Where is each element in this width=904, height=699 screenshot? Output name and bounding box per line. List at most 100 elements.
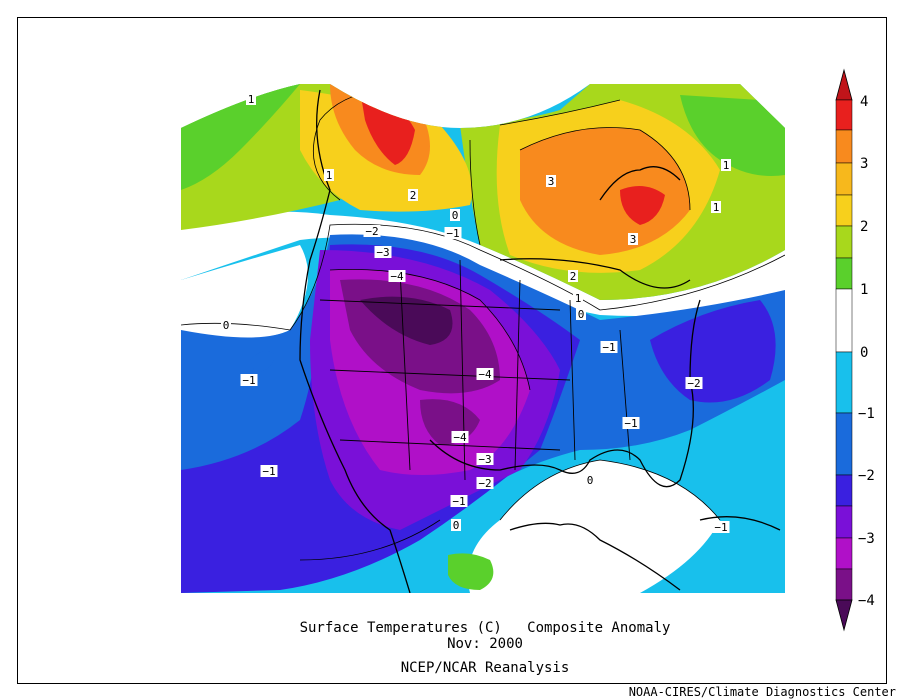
colorbar-band — [835, 351, 853, 414]
contour-label: 0 — [450, 209, 460, 222]
colorbar-label: 4 — [860, 94, 868, 110]
contour-label: 1 — [711, 201, 721, 214]
contour-label-text: 0 — [223, 319, 230, 332]
contour-label-text: 3 — [630, 233, 637, 246]
title-line-2: Nov: 2000 — [447, 636, 523, 652]
contour-label: −2 — [476, 477, 494, 490]
contour-label-text: 1 — [248, 93, 255, 106]
colorbar-label: −4 — [858, 593, 875, 609]
colorbar-band — [835, 257, 853, 290]
contour-label: 0 — [585, 474, 595, 487]
contour-label-text: −2 — [478, 477, 491, 490]
contour-label-text: −1 — [714, 521, 727, 534]
field-indigo-east — [650, 300, 776, 403]
contour-label-text: 1 — [723, 159, 730, 172]
contour-label: −1 — [260, 465, 278, 478]
contour-label: −4 — [476, 368, 494, 381]
colorbar-arrow-bottom — [835, 599, 853, 632]
contour-label-text: 1 — [713, 201, 720, 214]
contour-label-text: 0 — [453, 519, 460, 532]
contour-label-text: 1 — [575, 292, 582, 305]
contour-labels: 1 1 2 0 −2 −1 −3 −4 3 3 1 1 2 1 0 0 −1 −1 −4 −2 −1 −4 −3 −2 −1 −1… — [221, 93, 731, 534]
contour-label-text: 3 — [548, 175, 555, 188]
contour-label-text: 0 — [587, 474, 594, 487]
colorbar-arrow-top — [835, 68, 853, 101]
field-blue-pacific — [250, 351, 275, 372]
colorbar-band — [835, 412, 853, 476]
colorbar-band — [835, 537, 853, 570]
contour-label: −1 — [450, 495, 468, 508]
contour-label: 0 — [221, 319, 231, 332]
state-boundaries — [319, 259, 631, 481]
field-white-pacific — [181, 245, 308, 339]
colorbar-band — [835, 288, 853, 353]
plot-frame — [17, 17, 887, 684]
field-white-gulf — [468, 460, 720, 593]
contour-label: 1 — [246, 93, 256, 106]
colorbar: 4 3 2 1 0 −1 −2 −3 −4 — [835, 68, 875, 632]
contour-label-text: −4 — [478, 368, 492, 381]
contour-label: −3 — [374, 246, 392, 259]
colorbar-label: −1 — [858, 406, 875, 422]
contour-label: −2 — [363, 225, 381, 238]
contour-label: −1 — [240, 374, 258, 387]
contour-label: 1 — [573, 292, 583, 305]
contour-label-text: −1 — [602, 341, 615, 354]
colorbar-band — [835, 99, 853, 131]
colorbar-band — [835, 568, 853, 601]
contour-label-text: 2 — [570, 270, 577, 283]
contour-label: 3 — [628, 233, 638, 246]
contour-label: 1 — [721, 159, 731, 172]
contour-label: 1 — [324, 169, 334, 182]
contour-label-text: −2 — [687, 377, 700, 390]
colorbar-band — [835, 162, 853, 196]
field-green-ne — [680, 95, 785, 176]
colorbar-label: −2 — [858, 468, 875, 484]
field-darkest — [360, 296, 453, 345]
colorbar-band — [835, 474, 853, 507]
field-orange-ne — [520, 127, 690, 255]
colorbar-label: 3 — [860, 156, 868, 172]
field-red-nw — [360, 90, 415, 165]
contour-label: −1 — [600, 341, 618, 354]
contour-label-text: 0 — [578, 308, 585, 321]
contour-label-text: −1 — [262, 465, 275, 478]
contour-label-text: −2 — [365, 225, 378, 238]
contour-label: 2 — [568, 270, 578, 283]
credit-text: NOAA-CIRES/Climate Diagnostics Center — [628, 685, 896, 699]
contour-label-text: −3 — [478, 453, 491, 466]
colorbar-band — [835, 194, 853, 227]
contour-label: 2 — [408, 189, 418, 202]
contour-label-text: 2 — [410, 189, 417, 202]
contour-label-text: −1 — [452, 495, 465, 508]
contour-label-text: 1 — [326, 169, 333, 182]
colorbar-label: 2 — [860, 219, 868, 235]
contour-label: 0 — [451, 519, 461, 532]
field-white-north — [181, 211, 785, 316]
contour-label-text: −4 — [453, 431, 467, 444]
contour-label: −4 — [388, 270, 406, 283]
contour-lines — [181, 89, 785, 561]
colorbar-band — [835, 505, 853, 539]
contour-label: 3 — [546, 175, 556, 188]
contour-label: −1 — [712, 521, 730, 534]
contour-label-text: −1 — [624, 417, 637, 430]
contour-label: −2 — [685, 377, 703, 390]
contour-label: 0 — [576, 308, 586, 321]
contour-label-text: −1 — [446, 227, 459, 240]
map-fill-layer — [181, 84, 785, 593]
contour-label-text: −4 — [390, 270, 404, 283]
contour-label-text: −1 — [242, 374, 255, 387]
contour-label-text: 0 — [452, 209, 459, 222]
colorbar-label: 1 — [860, 282, 868, 298]
field-green-gulf — [448, 553, 494, 590]
colorbar-band — [835, 129, 853, 164]
contour-label: −4 — [451, 431, 469, 444]
field-red-ne — [620, 186, 665, 225]
title-line-3: NCEP/NCAR Reanalysis — [400, 660, 570, 676]
title-line-1: Surface Temperatures (C) Composite Anoma… — [299, 620, 671, 636]
contour-label: −3 — [476, 453, 494, 466]
contour-label: −1 — [444, 227, 462, 240]
colorbar-label: −3 — [858, 531, 875, 547]
